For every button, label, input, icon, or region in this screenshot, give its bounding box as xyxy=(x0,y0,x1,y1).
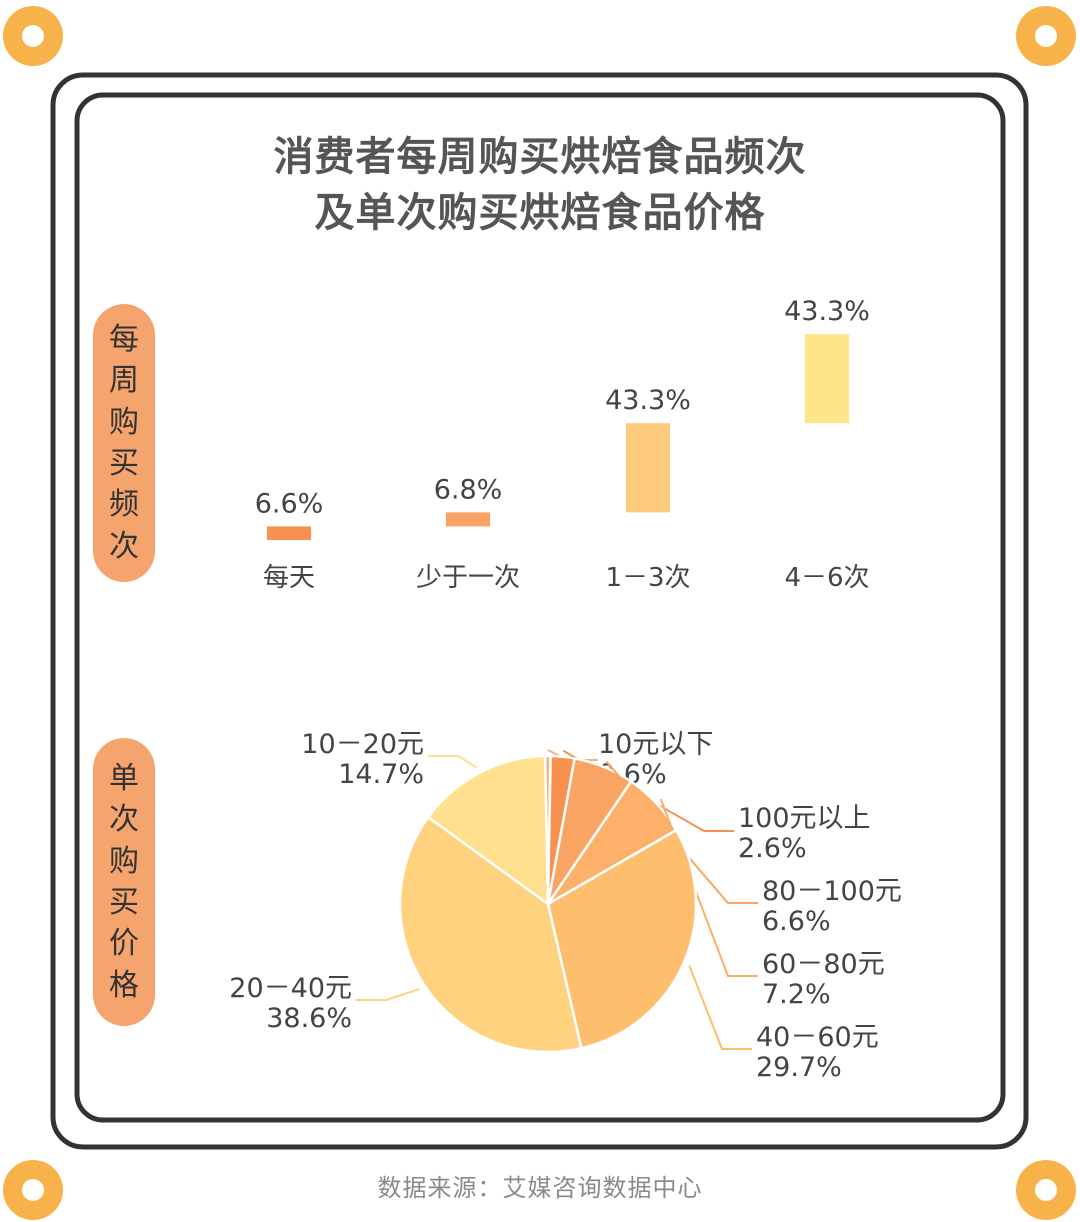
side-label-price-char-5: 格 xyxy=(109,967,139,1003)
data-source-footer: 数据来源：艾媒咨询数据中心 xyxy=(377,1174,703,1202)
pie-leader-line-4 xyxy=(688,965,752,1050)
pie-slice-name-1: 100元以上 xyxy=(738,803,871,834)
bar-2 xyxy=(626,423,670,513)
bar-category-label-2: 1－3次 xyxy=(605,563,690,593)
bar-category-label-3: 4－6次 xyxy=(784,563,869,593)
pie-slice-name-2: 80－100元 xyxy=(762,876,902,907)
pie-slice-5 xyxy=(398,815,583,1054)
side-label-frequency-char-3: 买 xyxy=(109,446,139,481)
side-label-price-char-3: 买 xyxy=(109,885,139,920)
bar-value-label-1: 6.8% xyxy=(434,474,503,505)
frequency-bar-chart: 6.6% 每天 6.8% 少于一次 43.3% 1－3次 43.3% 4－6次 xyxy=(255,296,870,593)
donut-decoration-bottom-right xyxy=(1016,1160,1076,1220)
side-label-price: 单次购买价格 xyxy=(93,738,155,1026)
pie-slice-value-5: 38.6% xyxy=(266,1003,352,1034)
donut-decoration-bottom-left xyxy=(3,1160,63,1220)
side-label-price-char-0: 单 xyxy=(109,760,139,796)
pie-slice-4 xyxy=(546,828,698,1050)
pie-slice-name-6: 10－20元 xyxy=(301,729,424,760)
pie-slice-value-3: 7.2% xyxy=(762,979,831,1010)
side-label-price-char-4: 价 xyxy=(109,926,139,962)
bar-value-label-0: 6.6% xyxy=(255,488,324,519)
pie-slice-value-6: 14.7% xyxy=(338,759,424,790)
side-label-frequency-char-1: 周 xyxy=(109,363,139,399)
pie-slice-value-1: 2.6% xyxy=(738,833,807,864)
pie-slice-name-4: 40－60元 xyxy=(756,1022,879,1053)
side-label-price-char-2: 购 xyxy=(109,843,139,879)
donut-decoration-top-right xyxy=(1016,6,1076,66)
bar-0 xyxy=(267,526,311,540)
bar-category-label-0: 每天 xyxy=(263,563,315,593)
bar-value-label-2: 43.3% xyxy=(605,385,691,416)
pie-leader-line-6 xyxy=(428,755,478,769)
chart-title-line2: 及单次购买烘焙食品价格 xyxy=(314,190,766,236)
price-pie-chart: 10元以下0.6%100元以上2.6%80－100元6.6%60－80元7.2%… xyxy=(229,729,902,1083)
side-label-frequency-char-0: 每 xyxy=(109,321,139,357)
bar-1 xyxy=(446,512,490,527)
side-label-frequency-char-2: 购 xyxy=(109,404,139,440)
bar-category-label-1: 少于一次 xyxy=(416,563,520,593)
side-label-price-char-1: 次 xyxy=(109,802,139,838)
pie-slice-name-0: 10元以下 xyxy=(598,729,713,760)
bar-3 xyxy=(805,334,849,424)
pie-slice-name-5: 20－40元 xyxy=(229,973,352,1004)
pie-slice-name-3: 60－80元 xyxy=(762,949,885,980)
outer-frame xyxy=(50,72,1029,1150)
donut-decoration-top-left xyxy=(3,6,63,66)
side-label-frequency-char-5: 次 xyxy=(109,528,139,564)
side-label-frequency: 每周购买频次 xyxy=(93,304,155,582)
inner-frame xyxy=(74,92,1006,1123)
chart-title-line1: 消费者每周购买烘焙食品频次 xyxy=(273,134,807,180)
pie-slice-value-4: 29.7% xyxy=(756,1052,842,1083)
side-label-frequency-char-4: 频 xyxy=(109,487,139,523)
pie-slice-6 xyxy=(426,754,550,907)
bar-value-label-3: 43.3% xyxy=(784,296,870,327)
pie-slice-value-2: 6.6% xyxy=(762,906,831,937)
pie-leader-line-5 xyxy=(356,988,420,1001)
